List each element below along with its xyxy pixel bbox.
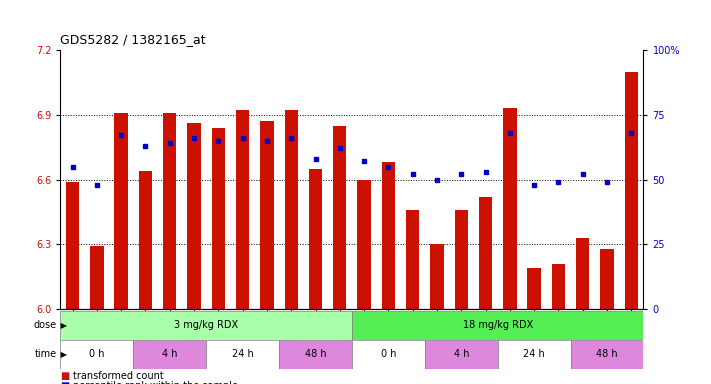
- Bar: [430, 244, 444, 309]
- Bar: [236, 111, 250, 309]
- Bar: [528, 268, 541, 309]
- Bar: [212, 128, 225, 309]
- Bar: [284, 111, 298, 309]
- Bar: [134, 340, 206, 369]
- Bar: [206, 340, 279, 369]
- Text: 0 h: 0 h: [380, 349, 396, 359]
- Bar: [90, 247, 104, 309]
- Bar: [600, 249, 614, 309]
- Bar: [279, 340, 352, 369]
- Text: ▶: ▶: [58, 350, 67, 359]
- Text: 48 h: 48 h: [597, 349, 618, 359]
- Text: time: time: [35, 349, 57, 359]
- Bar: [163, 113, 176, 309]
- Text: 48 h: 48 h: [305, 349, 326, 359]
- Bar: [60, 340, 134, 369]
- Bar: [454, 210, 468, 309]
- Bar: [188, 123, 201, 309]
- Bar: [382, 162, 395, 309]
- Bar: [479, 197, 492, 309]
- Bar: [552, 264, 565, 309]
- Bar: [66, 182, 79, 309]
- Bar: [60, 311, 352, 340]
- Bar: [503, 108, 516, 309]
- Text: 24 h: 24 h: [232, 349, 254, 359]
- Bar: [114, 113, 128, 309]
- Text: transformed count: transformed count: [73, 371, 164, 381]
- Text: ■: ■: [60, 381, 70, 384]
- Text: 3 mg/kg RDX: 3 mg/kg RDX: [174, 320, 238, 331]
- Text: 4 h: 4 h: [454, 349, 469, 359]
- Bar: [576, 238, 589, 309]
- Bar: [498, 340, 570, 369]
- Text: 0 h: 0 h: [89, 349, 105, 359]
- Bar: [309, 169, 322, 309]
- Text: 4 h: 4 h: [162, 349, 178, 359]
- Text: dose: dose: [33, 320, 57, 331]
- Text: ▶: ▶: [58, 321, 67, 330]
- Bar: [260, 121, 274, 309]
- Bar: [352, 311, 643, 340]
- Bar: [358, 180, 370, 309]
- Text: 18 mg/kg RDX: 18 mg/kg RDX: [463, 320, 533, 331]
- Text: GDS5282 / 1382165_at: GDS5282 / 1382165_at: [60, 33, 206, 46]
- Bar: [425, 340, 498, 369]
- Text: ■: ■: [60, 371, 70, 381]
- Bar: [139, 171, 152, 309]
- Bar: [406, 210, 419, 309]
- Bar: [352, 340, 425, 369]
- Text: 24 h: 24 h: [523, 349, 545, 359]
- Bar: [570, 340, 643, 369]
- Text: percentile rank within the sample: percentile rank within the sample: [73, 381, 238, 384]
- Bar: [625, 71, 638, 309]
- Bar: [333, 126, 346, 309]
